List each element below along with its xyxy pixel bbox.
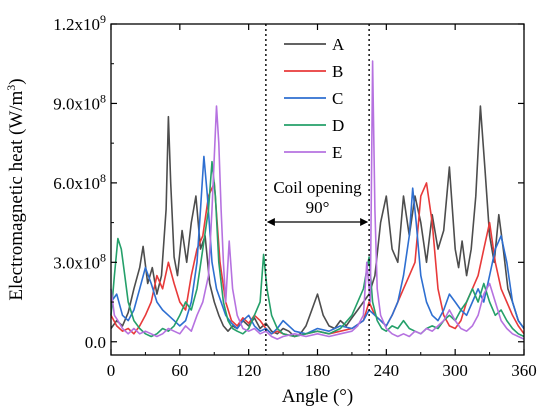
axis-ticks: 0 60 120 180 240 300 360 0.0 3.0x108 6.0x108 9.0x1… [53,12,537,380]
annotation-layer: Coil opening 90° [265,24,370,355]
legend-label-C: C [332,89,343,108]
coil-opening-arrow [266,218,369,226]
coil-opening-angle: 90° [306,198,330,217]
y-tick-label: 9.0x108 [53,91,106,113]
legend-label-E: E [332,143,342,162]
x-tick-label: 240 [374,361,400,380]
legend-label-B: B [332,62,343,81]
legend-label-A: A [332,35,345,54]
coil-opening-label: Coil opening [273,178,362,197]
coil-arrow-left-head [266,218,275,226]
series-line-E [110,60,525,340]
series-line-A [110,105,525,338]
x-tick-label: 60 [171,361,188,380]
x-axis-title: Angle (°) [282,386,353,407]
y-tick-label: 0.0 [85,333,106,352]
y-axis-title-close: ) [6,78,27,84]
y-tick-label: 3.0x108 [53,250,106,272]
x-tick-label: 0 [107,361,116,380]
legend-label-D: D [332,116,344,135]
x-tick-label: 180 [305,361,331,380]
coil-arrow-right-head [360,218,369,226]
series-layer [110,60,525,340]
y-tick-label: 1.2x109 [53,12,106,34]
x-tick-label: 300 [442,361,468,380]
y-tick-label: 6.0x108 [53,171,106,193]
x-tick-label: 360 [511,361,537,380]
x-tick-label: 120 [236,361,262,380]
y-axis-title-base: Electromagnetic heat (W/m [6,90,27,300]
y-axis-title-sup: 3 [4,85,18,91]
y-axis-title: Electromagnetic heat (W/m3) [4,78,27,300]
